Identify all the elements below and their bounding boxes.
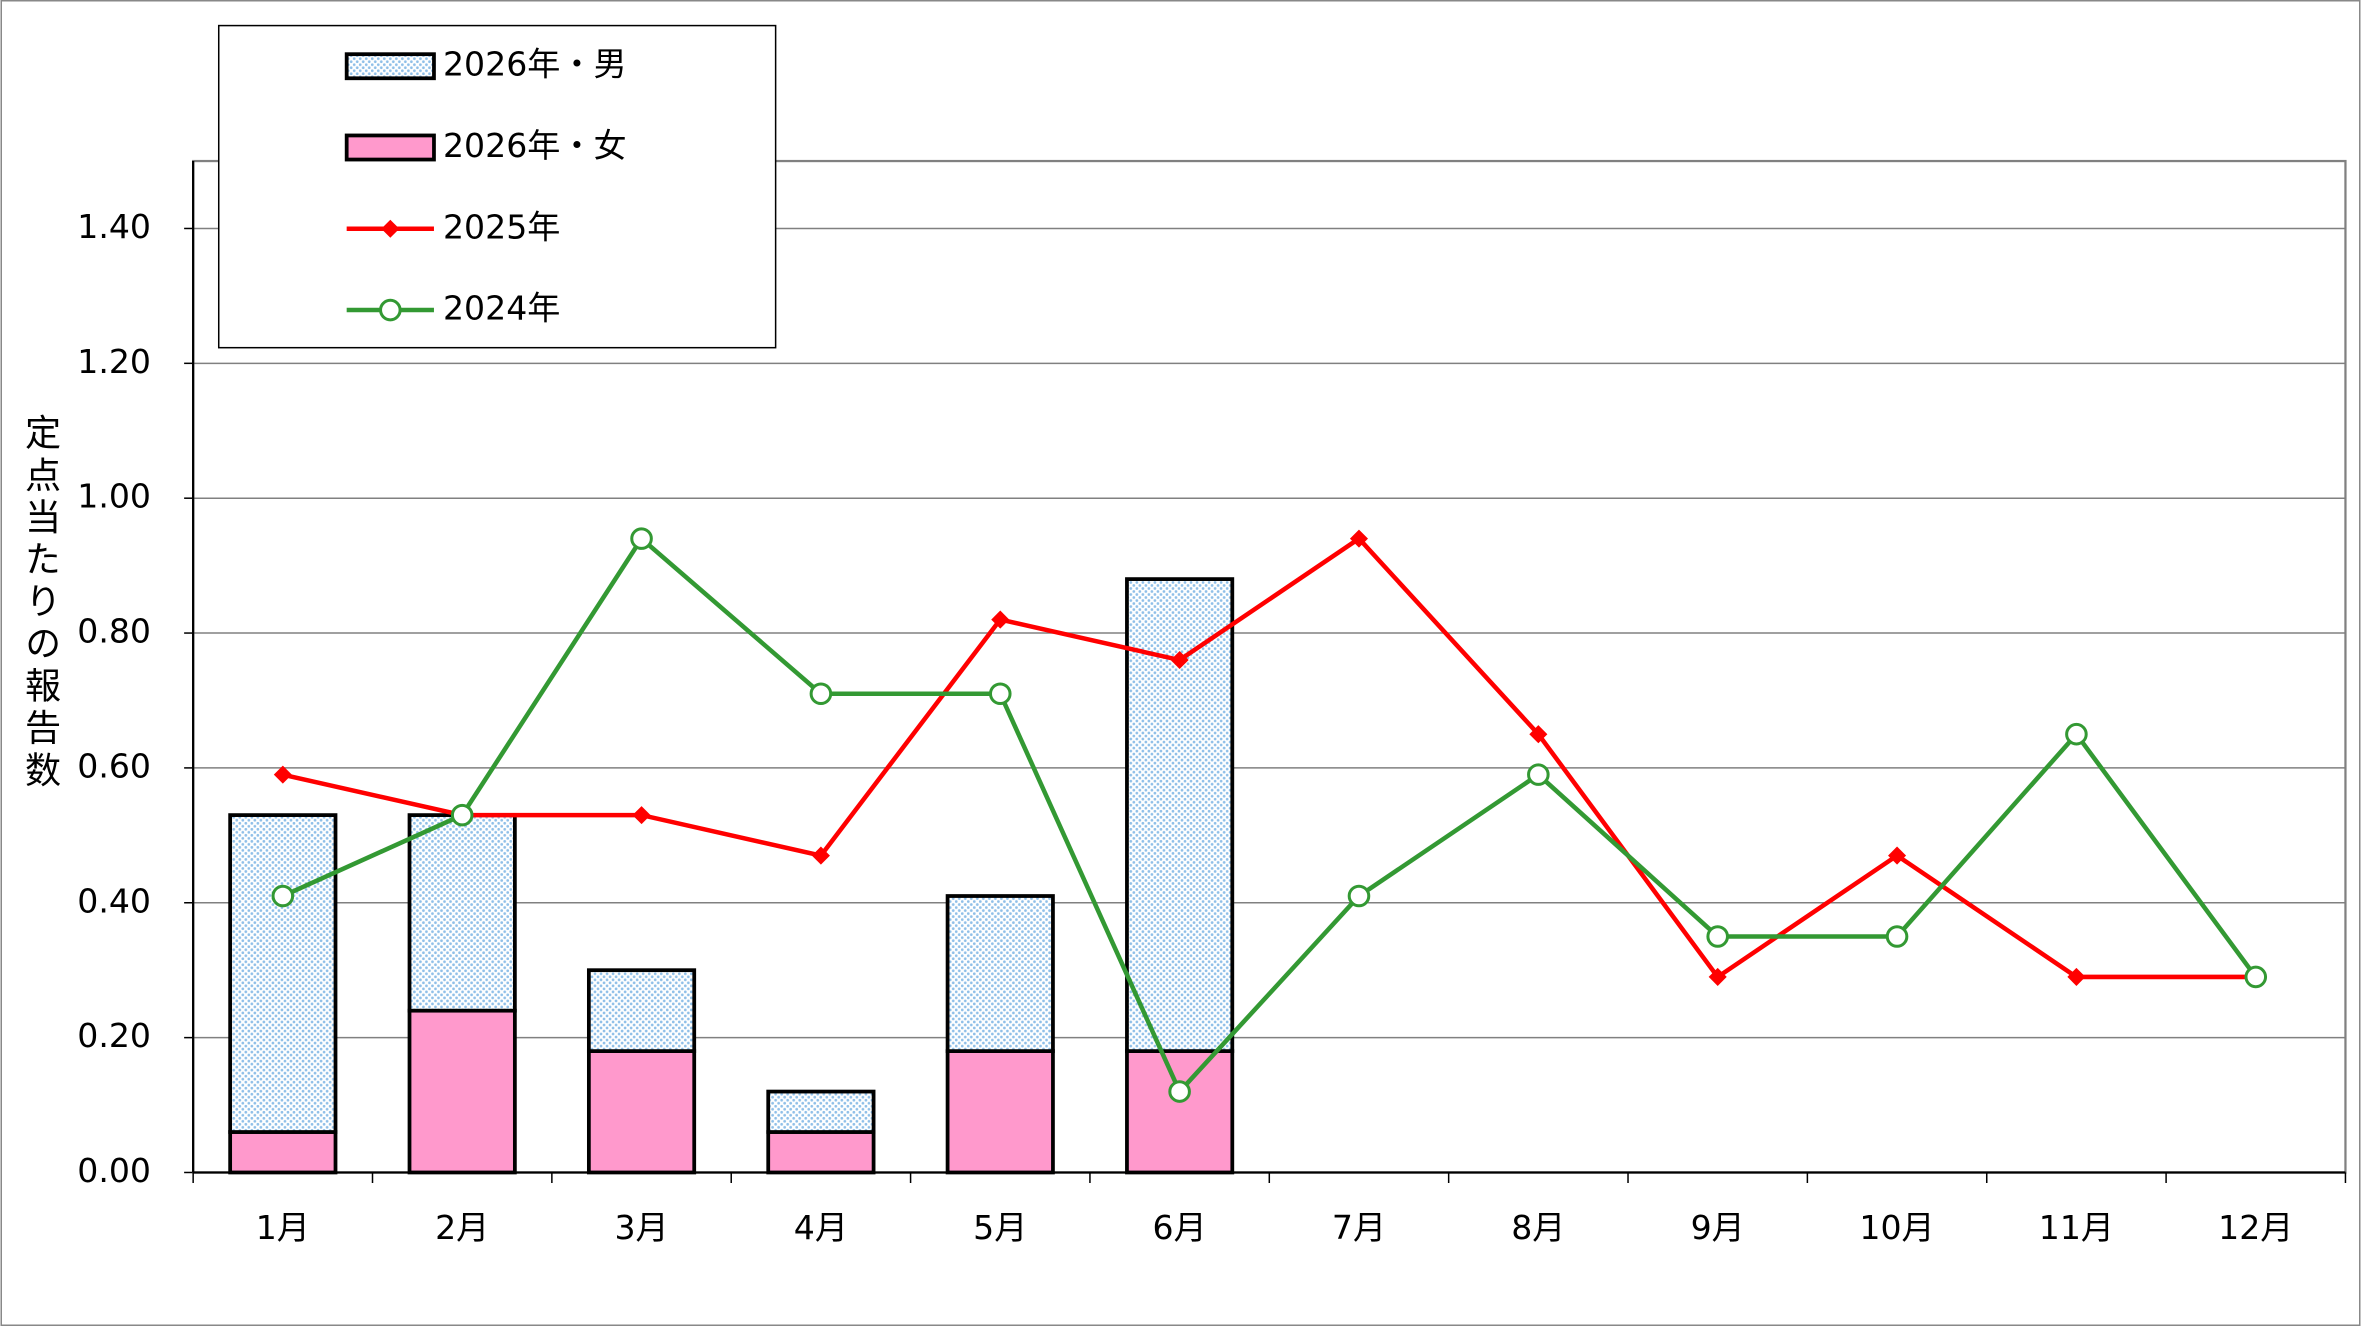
line xyxy=(282,535,2256,981)
y-tick-label: 0.20 xyxy=(77,1016,151,1055)
x-tick-label: 8月 xyxy=(1511,1208,1565,1247)
legend-label: 2025年 xyxy=(443,207,560,246)
legend-swatch xyxy=(344,133,436,162)
y-tick-label: 1.20 xyxy=(77,342,151,381)
x-tick-label: 6月 xyxy=(1153,1208,1207,1247)
marker xyxy=(271,884,295,908)
x-tick-label: 1月 xyxy=(256,1208,310,1247)
marker xyxy=(988,682,1012,706)
x-tick-label: 5月 xyxy=(973,1208,1027,1247)
marker xyxy=(1347,884,1371,908)
y-tick-label: 0.40 xyxy=(77,881,151,920)
x-tick-label: 3月 xyxy=(614,1208,668,1247)
marker xyxy=(1527,763,1550,786)
marker xyxy=(632,806,651,825)
marker xyxy=(1888,846,1907,865)
marker xyxy=(1885,925,1909,948)
x-tick-label: 11月 xyxy=(2039,1208,2114,1247)
bar xyxy=(228,813,338,1134)
x-tick-label: 2月 xyxy=(435,1208,489,1247)
y-tick-label: 0.60 xyxy=(77,746,151,785)
legend-label: 2024年 xyxy=(443,289,560,328)
bar xyxy=(945,894,1055,1053)
marker xyxy=(809,682,833,706)
y-tick-label: 0.80 xyxy=(77,612,151,651)
marker xyxy=(381,219,400,238)
bar xyxy=(407,1008,517,1175)
x-tick-label: 12月 xyxy=(2218,1208,2293,1247)
y-tick-label: 0.00 xyxy=(77,1151,151,1190)
marker xyxy=(2244,965,2268,989)
marker xyxy=(1708,967,1727,986)
legend-label: 2026年・男 xyxy=(443,45,627,84)
marker xyxy=(2065,722,2088,746)
marker xyxy=(379,298,402,322)
bar xyxy=(586,1049,697,1175)
legend xyxy=(217,24,777,349)
marker xyxy=(1706,925,1729,948)
marker xyxy=(630,527,653,550)
y-axis-label: 定点当たりの報告数 xyxy=(19,414,62,793)
marker xyxy=(811,846,830,865)
x-tick-label: 10月 xyxy=(1859,1208,1934,1247)
marker xyxy=(2067,967,2086,986)
legend-swatch xyxy=(344,52,436,81)
marker xyxy=(1168,1080,1191,1103)
y-tick-label: 1.00 xyxy=(77,477,151,516)
marker xyxy=(450,803,474,827)
y-tick-label: 1.40 xyxy=(77,207,151,246)
marker xyxy=(991,610,1010,629)
bar xyxy=(228,1130,338,1175)
bar xyxy=(1125,1049,1235,1175)
bar xyxy=(766,1130,876,1175)
x-tick-label: 4月 xyxy=(794,1208,848,1247)
x-tick-label: 9月 xyxy=(1691,1208,1745,1247)
bar xyxy=(586,968,697,1053)
bar xyxy=(407,813,517,1013)
line xyxy=(281,535,2258,1096)
x-tick-label: 7月 xyxy=(1332,1208,1386,1247)
legend-label: 2026年・女 xyxy=(443,126,627,165)
bar xyxy=(766,1089,876,1134)
bar xyxy=(945,1049,1055,1175)
